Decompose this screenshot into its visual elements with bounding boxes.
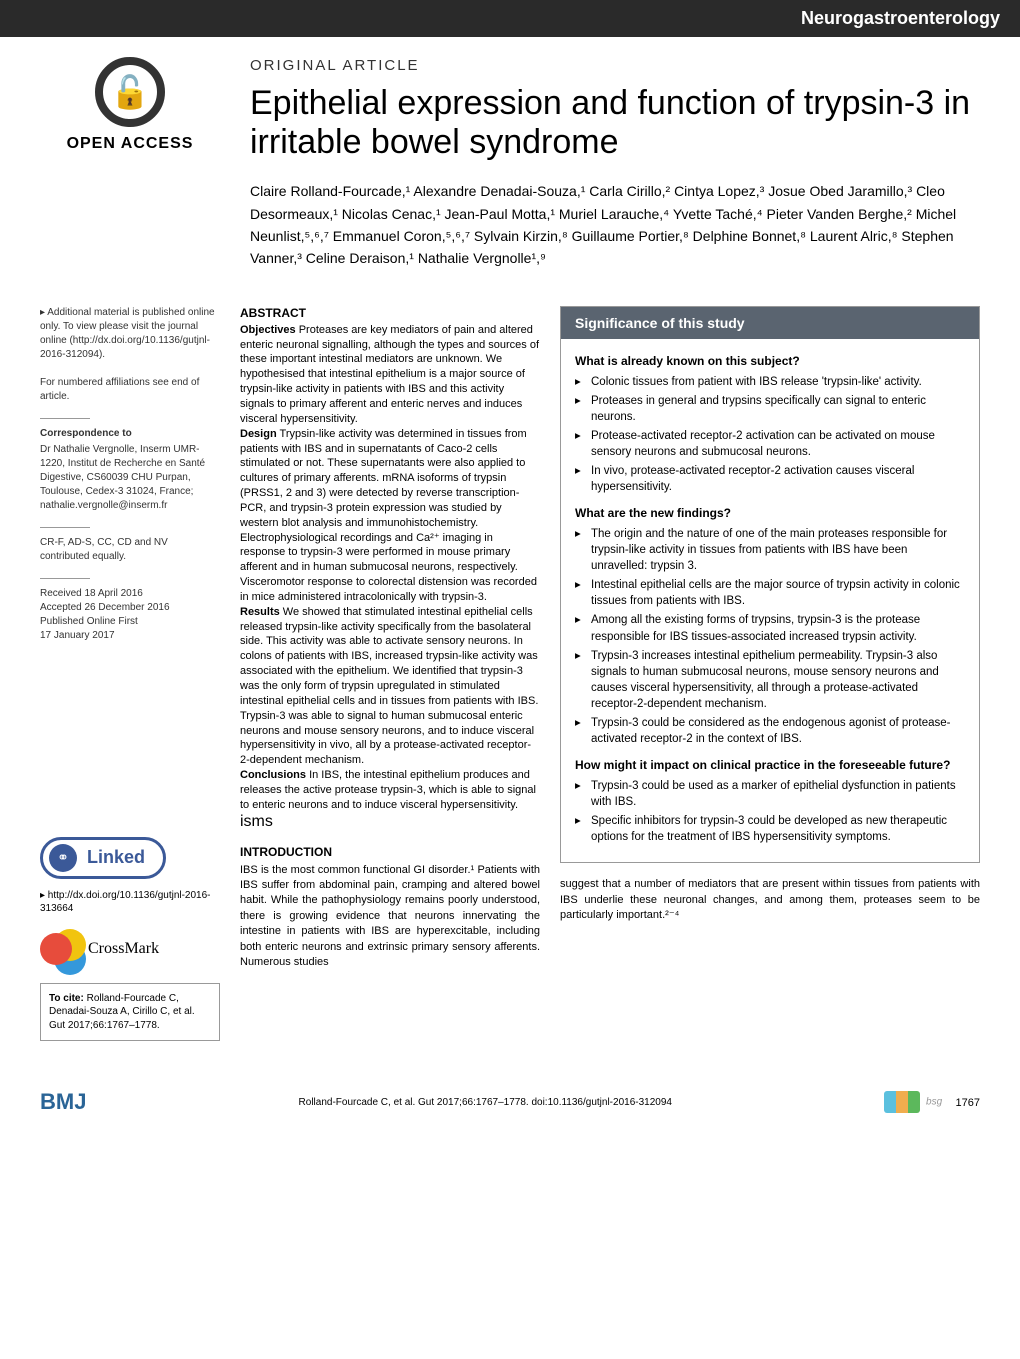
- equal-contribution: CR-F, AD-S, CC, CD and NV contributed eq…: [40, 536, 220, 564]
- bsg-icon: [884, 1091, 920, 1113]
- list-item: Among all the existing forms of trypsins…: [575, 612, 965, 644]
- intro-heading: INTRODUCTION: [240, 845, 540, 859]
- results-label: Results: [240, 606, 280, 618]
- supplementary-note: ▸ Additional material is published onlin…: [40, 306, 220, 362]
- linked-badge[interactable]: ⚭ Linked: [40, 837, 166, 879]
- conclusions-label: Conclusions: [240, 769, 306, 781]
- lock-icon: 🔓: [110, 73, 150, 111]
- linked-url[interactable]: ▸ http://dx.doi.org/10.1136/gutjnl-2016-…: [40, 889, 220, 915]
- bsg-label: bsg: [926, 1097, 942, 1108]
- list-item: Specific inhibitors for trypsin-3 could …: [575, 813, 965, 845]
- intro-continuation: suggest that a number of mediators that …: [560, 877, 980, 923]
- design-label: Design: [240, 428, 277, 440]
- article-dates: Received 18 April 2016 Accepted 26 Decem…: [40, 587, 220, 643]
- sig-q2-list: The origin and the nature of one of the …: [575, 526, 965, 747]
- article-type: ORIGINAL ARTICLE: [250, 57, 980, 74]
- list-item: Proteases in general and trypsins specif…: [575, 393, 965, 425]
- journal-section-header: Neurogastroenterology: [0, 0, 1020, 37]
- bmj-logo: BMJ: [40, 1089, 86, 1115]
- sig-q3-list: Trypsin-3 could be used as a marker of e…: [575, 778, 965, 845]
- list-item: Intestinal epithelial cells are the majo…: [575, 577, 965, 609]
- design-text: Trypsin-like activity was determined in …: [240, 428, 537, 603]
- list-item: Trypsin-3 increases intestinal epitheliu…: [575, 648, 965, 712]
- page-number: 1767: [956, 1097, 980, 1109]
- correspondence-block: Correspondence to Dr Nathalie Vergnolle,…: [40, 427, 220, 513]
- correspondence-body: Dr Nathalie Vergnolle, Inserm UMR-1220, …: [40, 443, 220, 513]
- list-item: Trypsin-3 could be considered as the end…: [575, 715, 965, 747]
- to-cite-box: To cite: Rolland-Fourcade C, Denadai-Sou…: [40, 983, 220, 1042]
- abstract-body: Objectives Proteases are key mediators o…: [240, 323, 540, 813]
- list-item: Colonic tissues from patient with IBS re…: [575, 374, 965, 390]
- section-name: Neurogastroenterology: [801, 8, 1000, 28]
- list-item: In vivo, protease-activated receptor-2 a…: [575, 463, 965, 495]
- sig-q2: What are the new findings?: [575, 505, 965, 522]
- footer-right: bsg 1767: [884, 1091, 980, 1113]
- linked-label: Linked: [87, 847, 145, 868]
- tocite-label: To cite:: [49, 993, 84, 1004]
- intro-text: IBS is the most common functional GI dis…: [240, 863, 540, 971]
- sig-q1-list: Colonic tissues from patient with IBS re…: [575, 374, 965, 496]
- author-list: Claire Rolland-Fourcade,¹ Alexandre Dena…: [250, 180, 980, 270]
- crossmark-badge[interactable]: CrossMark: [40, 929, 220, 969]
- sig-q3: How might it impact on clinical practice…: [575, 757, 965, 774]
- affiliations-note: For numbered affiliations see end of art…: [40, 376, 220, 404]
- correspondence-heading: Correspondence to: [40, 427, 220, 441]
- objectives-label: Objectives: [240, 324, 296, 336]
- significance-box: Significance of this study What is alrea…: [560, 306, 980, 864]
- article-title: Epithelial expression and function of tr…: [250, 84, 980, 162]
- page-footer: BMJ Rolland-Fourcade C, et al. Gut 2017;…: [0, 1081, 1020, 1123]
- footer-citation: Rolland-Fourcade C, et al. Gut 2017;66:1…: [299, 1097, 672, 1108]
- chain-icon: ⚭: [49, 844, 77, 872]
- open-access-badge: 🔓 OPEN ACCESS: [40, 57, 220, 153]
- list-item: The origin and the nature of one of the …: [575, 526, 965, 574]
- list-item: Protease-activated receptor-2 activation…: [575, 428, 965, 460]
- crossmark-label: CrossMark: [88, 940, 159, 958]
- sig-q1: What is already known on this subject?: [575, 353, 965, 370]
- objectives-text: Proteases are key mediators of pain and …: [240, 324, 539, 425]
- list-item: Trypsin-3 could be used as a marker of e…: [575, 778, 965, 810]
- open-access-label: OPEN ACCESS: [40, 135, 220, 153]
- page-content: 🔓 OPEN ACCESS ORIGINAL ARTICLE Epithelia…: [0, 37, 1020, 1061]
- results-text: We showed that stimulated intestinal epi…: [240, 606, 538, 766]
- crossmark-icon: [40, 929, 80, 969]
- abstract-heading: ABSTRACT: [240, 306, 540, 320]
- significance-title: Significance of this study: [561, 307, 979, 339]
